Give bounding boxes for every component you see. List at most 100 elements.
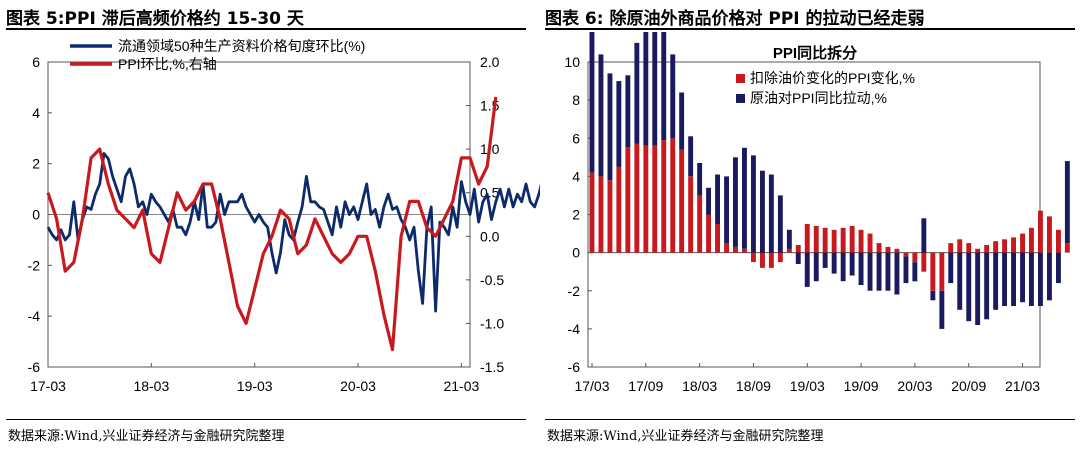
- bar-oil-contribution: [831, 252, 837, 274]
- bar-ex-oil-ppi: [804, 224, 810, 253]
- bar-ex-oil-ppi: [688, 176, 694, 253]
- left-y-tick-label: 0: [32, 207, 40, 223]
- bar-ex-oil-ppi: [724, 243, 729, 253]
- right-x-tick-label: 18/03: [682, 378, 717, 394]
- right-chart-title: 图表 6: 除原油外商品价格对 PPI 的拉动已经走弱: [545, 9, 925, 29]
- right-y-tick-label: -1.0: [480, 315, 504, 331]
- bar-ex-oil-ppi: [849, 225, 855, 253]
- bar-oil-contribution: [715, 174, 720, 225]
- bar-oil-contribution: [1047, 252, 1052, 301]
- bar-ex-oil-ppi: [652, 145, 658, 253]
- bar-oil-contribution: [912, 262, 918, 282]
- bar-ex-oil-ppi: [948, 243, 954, 253]
- bar-oil-contribution: [733, 157, 738, 247]
- bar-ex-oil-ppi: [1047, 216, 1052, 253]
- bar-oil-contribution: [751, 155, 756, 253]
- bar-oil-contribution: [840, 252, 846, 282]
- bar-oil-contribution: [625, 75, 631, 148]
- bar-oil-contribution: [921, 218, 927, 253]
- left-x-tick-label: 20-03: [340, 378, 376, 394]
- left-chart: 6420-2-4-62.01.51.00.50.0-0.5-1.0-1.517-…: [28, 38, 540, 394]
- right-title-rule: [545, 28, 1075, 30]
- bar-ex-oil-ppi: [957, 239, 963, 253]
- bar-ex-oil-ppi: [607, 180, 613, 253]
- left-source-note: 数据来源:Wind,兴业证券经济与金融研究院整理: [8, 429, 285, 444]
- bar-oil-contribution: [634, 42, 640, 144]
- bar-oil-contribution: [1038, 252, 1043, 306]
- left-x-tick-label: 18-03: [133, 378, 169, 394]
- left-x-tick-label: 21-03: [443, 378, 479, 394]
- right-y-tick-label: -2: [568, 283, 581, 299]
- left-bottom-rule: [6, 419, 526, 420]
- bar-ex-oil-ppi: [768, 252, 774, 268]
- bar-oil-contribution: [589, 32, 595, 173]
- right-x-tick-label: 21/03: [1005, 378, 1040, 394]
- right-x-tick-label: 19/09: [844, 378, 879, 394]
- left-y-tick-label: 4: [32, 105, 40, 121]
- bar-ex-oil-ppi: [903, 252, 909, 257]
- bar-ex-oil-ppi: [589, 172, 595, 253]
- right-legend-swatch: [736, 74, 745, 83]
- right-bottom-rule: [545, 419, 1075, 420]
- bar-oil-contribution: [993, 252, 999, 310]
- bar-ex-oil-ppi: [966, 243, 972, 253]
- right-chart: PPI同比拆分 10 8 6 4 2 0 -2 -4 -6 17/03 17/09 18/03 18/09…: [564, 32, 1070, 394]
- right-y-tick-label: 2.0: [480, 54, 500, 70]
- right-y-tick-label: 4: [572, 168, 580, 184]
- bar-oil-contribution: [903, 256, 909, 284]
- bar-ex-oil-ppi: [1038, 210, 1043, 253]
- bar-oil-contribution: [679, 92, 685, 150]
- bar-ex-oil-ppi: [679, 149, 685, 253]
- bar-oil-contribution: [688, 136, 694, 177]
- bar-oil-contribution: [867, 252, 873, 291]
- bar-ex-oil-ppi: [670, 138, 676, 253]
- bar-ex-oil-ppi: [751, 252, 756, 263]
- series-line-ppi-mom: [46, 96, 498, 352]
- bar-ex-oil-ppi: [876, 243, 882, 253]
- right-y-tick-label: 10: [564, 54, 580, 70]
- bar-oil-contribution: [786, 229, 792, 249]
- bar-ex-oil-ppi: [1020, 233, 1025, 253]
- left-x-tick-label: 19-03: [237, 378, 273, 394]
- bar-oil-contribution: [1064, 161, 1070, 244]
- bar-oil-contribution: [804, 252, 810, 287]
- bar-ex-oil-ppi: [1056, 229, 1061, 253]
- bar-oil-contribution: [616, 81, 622, 167]
- left-chart-title: 图表 5:PPI 滞后高频价格约 15-30 天: [6, 9, 304, 29]
- bar-ex-oil-ppi: [661, 140, 667, 253]
- bar-ex-oil-ppi: [795, 245, 801, 253]
- bar-ex-oil-ppi: [777, 252, 783, 263]
- left-y-tick-label: -4: [28, 308, 41, 324]
- right-legend-label: 原油对PPI同比拉动,%: [750, 90, 887, 106]
- bar-oil-contribution: [822, 252, 828, 268]
- bar-ex-oil-ppi: [697, 195, 703, 253]
- bar-oil-contribution: [813, 252, 819, 282]
- bar-ex-oil-ppi: [984, 245, 990, 253]
- right-x-tick-label: 20/03: [897, 378, 932, 394]
- bar-oil-contribution: [724, 176, 729, 244]
- right-y-tick-label: -4: [568, 321, 581, 337]
- bar-oil-contribution: [607, 73, 613, 181]
- bar-oil-contribution: [948, 252, 954, 284]
- left-title-rule: [6, 28, 526, 30]
- bar-ex-oil-ppi: [975, 248, 981, 253]
- bar-oil-contribution: [777, 195, 783, 253]
- right-x-tick-label: 18/09: [736, 378, 771, 394]
- bar-oil-contribution: [706, 187, 711, 215]
- series-line-material-prices: [46, 152, 540, 313]
- bar-oil-contribution: [849, 252, 855, 276]
- bar-ex-oil-ppi: [840, 227, 846, 253]
- right-y-tick-label: -0.5: [480, 272, 504, 288]
- bar-ex-oil-ppi: [643, 145, 649, 253]
- right-y-tick-label: 8: [572, 92, 580, 108]
- bar-oil-contribution: [939, 290, 945, 329]
- bar-oil-contribution: [652, 32, 658, 146]
- bar-ex-oil-ppi: [885, 246, 891, 253]
- right-y-tick-label: 0: [572, 245, 580, 261]
- left-y-tick-label: -6: [28, 359, 41, 375]
- right-legend-label: 扣除油价变化的PPI变化,%: [750, 70, 915, 86]
- right-y-tick-label: 0.0: [480, 228, 500, 244]
- bar-oil-contribution: [697, 163, 703, 196]
- bar-oil-contribution: [894, 252, 900, 295]
- bar-ex-oil-ppi: [831, 229, 837, 253]
